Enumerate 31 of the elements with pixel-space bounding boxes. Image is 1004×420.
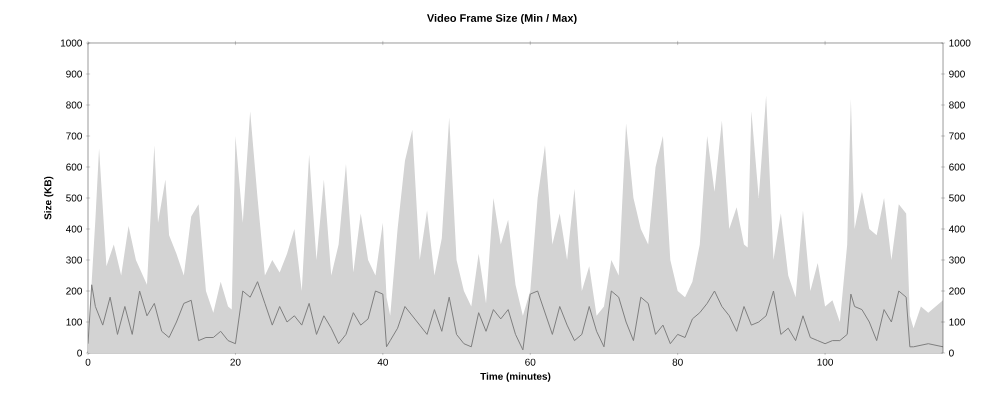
y-tick-label: 500	[66, 194, 82, 202]
y-tick-label: 0	[77, 349, 82, 357]
y2-tick-label: 900	[949, 70, 965, 78]
y-tick-label: 1000	[60, 39, 82, 47]
x-tick-label: 20	[230, 358, 241, 366]
x-tick-label: 60	[525, 358, 536, 366]
y2-tick-label: 100	[949, 318, 965, 326]
y2-tick-label: 800	[949, 101, 965, 109]
y-tick-label: 700	[66, 132, 82, 140]
y-tick-label: 200	[66, 287, 82, 295]
x-tick-label: 80	[672, 358, 683, 366]
chart-title: Video Frame Size (Min / Max)	[426, 13, 577, 25]
y2-tick-label: 1000	[949, 39, 971, 47]
x-axis-title: Time (minutes)	[480, 372, 551, 382]
y2-tick-label: 300	[949, 256, 965, 264]
y-tick-label: 600	[66, 163, 82, 171]
y-tick-label: 800	[66, 101, 82, 109]
y2-tick-label: 600	[949, 163, 965, 171]
y2-tick-label: 700	[949, 132, 965, 140]
y-tick-label: 300	[66, 256, 82, 264]
y-tick-label: 400	[65, 225, 82, 233]
y-axis-title: Size (KB)	[44, 176, 54, 220]
x-tick-label: 40	[377, 358, 388, 366]
y2-tick-label: 200	[949, 287, 965, 295]
y2-tick-label: 400	[948, 225, 965, 233]
y2-tick-label: 500	[949, 194, 965, 202]
y2-tick-label: 0	[949, 349, 954, 357]
x-tick-label: 100	[817, 358, 834, 366]
y-tick-label: 100	[66, 318, 82, 326]
y-tick-label: 900	[66, 70, 82, 78]
x-tick-label: 0	[85, 358, 91, 366]
